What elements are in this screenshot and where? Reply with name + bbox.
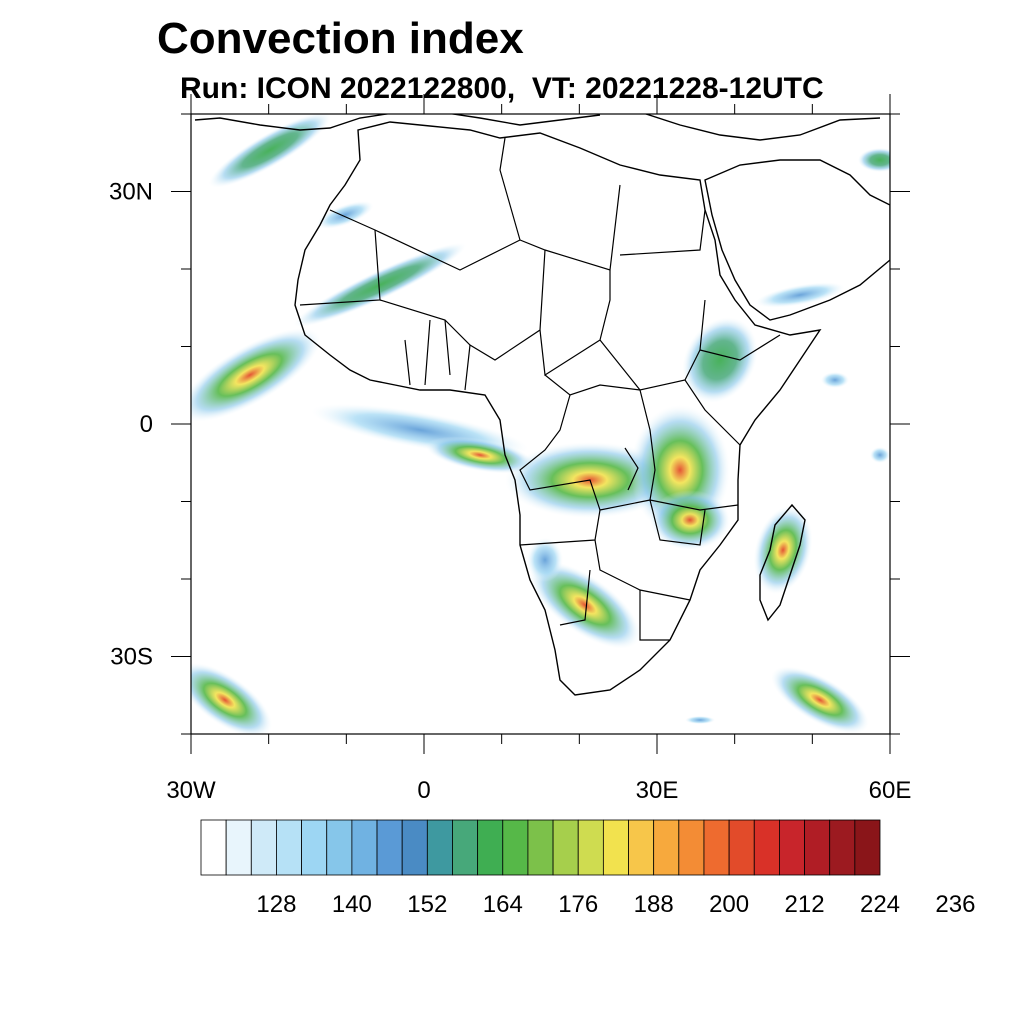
- colorbar-label: 188: [634, 891, 674, 918]
- field-west-atlantic: [191, 328, 321, 422]
- europe-coastline: [194, 114, 881, 141]
- colorbar-swatch: [703, 819, 730, 876]
- field-north-atlantic: [208, 114, 332, 188]
- colorbar-swatch: [804, 819, 831, 876]
- colorbar-label: 236: [935, 891, 975, 918]
- lon-tick-label: 0: [417, 777, 430, 804]
- colorbar-swatch: [628, 819, 655, 876]
- colorbar-swatch: [552, 819, 579, 876]
- colorbar-swatch: [477, 819, 504, 876]
- colorbar-label: 164: [483, 891, 523, 918]
- field-angola: [527, 538, 563, 582]
- colorbar-swatch: [376, 819, 403, 876]
- colorbar-swatch: [577, 819, 604, 876]
- colorbar-swatch: [351, 819, 378, 876]
- colorbar-swatch: [502, 819, 529, 876]
- chart-subtitle: Run: ICON 2022122800, VT: 20221228-12UTC: [180, 72, 824, 105]
- lat-tick-label: 30N: [109, 179, 153, 206]
- field-east-indian-3: [870, 447, 890, 463]
- colorbar-swatch: [854, 819, 881, 876]
- field-east-indian-1: [858, 148, 890, 172]
- colorbar-label: 152: [407, 891, 447, 918]
- colorbar-label: 128: [256, 891, 296, 918]
- colorbar-swatch: [779, 819, 805, 876]
- chart-title: Convection index: [157, 14, 524, 63]
- latitude-axis: 30N 0 30S: [109, 113, 910, 735]
- longitude-axis: 30W 0 30E 60E: [166, 94, 911, 804]
- field-gulf-of-guinea: [425, 436, 535, 474]
- colorbar-swatch: [301, 819, 328, 876]
- colorbar-label: 176: [558, 891, 598, 918]
- coastlines: [194, 114, 890, 696]
- colorbar-swatch: [653, 819, 680, 876]
- field-ocean-south: [685, 716, 715, 724]
- convection-field: [191, 114, 890, 734]
- colorbar: 128 140 152 164 176 188 200 212 224 236: [200, 819, 975, 918]
- colorbar-swatch: [602, 819, 629, 876]
- colorbar-swatch: [527, 819, 554, 876]
- colorbar-label: 212: [785, 891, 825, 918]
- field-south-atlantic: [191, 662, 273, 734]
- colorbar-swatch: [225, 819, 252, 876]
- africa-coastline: [294, 121, 822, 696]
- field-ethiopia: [682, 317, 758, 403]
- colorbar-label: 200: [709, 891, 749, 918]
- lon-tick-label: 30E: [636, 777, 679, 804]
- lon-tick-label: 60E: [869, 777, 912, 804]
- colorbar-swatch: [829, 819, 856, 876]
- colorbar-swatch: [753, 819, 780, 876]
- lon-tick-label: 30W: [166, 777, 216, 804]
- field-lakes: [650, 490, 730, 550]
- colorbar-swatch: [276, 819, 302, 876]
- field-madagascar: [753, 505, 813, 595]
- colorbar-swatch: [326, 819, 353, 876]
- colorbar-swatch: [678, 819, 705, 876]
- lat-tick-label: 0: [140, 411, 153, 438]
- field-mideast: [755, 282, 845, 308]
- colorbar-label: 140: [332, 891, 372, 918]
- lat-tick-label: 30S: [110, 644, 153, 671]
- field-south-indian: [771, 666, 869, 734]
- colorbar-label: 224: [860, 891, 900, 918]
- colorbar-swatch: [426, 819, 453, 876]
- madagascar-coastline: [759, 503, 806, 622]
- colorbar-swatch: [452, 819, 479, 876]
- colorbar-swatch: [728, 819, 755, 876]
- field-southern-africa: [529, 561, 641, 649]
- arabia-coastline: [704, 159, 890, 321]
- map-frame: [190, 113, 891, 735]
- colorbar-swatch: [250, 819, 277, 876]
- colorbar-swatch: [401, 819, 428, 876]
- field-canary: [316, 201, 374, 229]
- field-saharan-band: [293, 242, 467, 328]
- colorbar-swatch: [200, 819, 227, 876]
- country-borders: [299, 137, 781, 641]
- field-east-indian-2: [821, 372, 849, 388]
